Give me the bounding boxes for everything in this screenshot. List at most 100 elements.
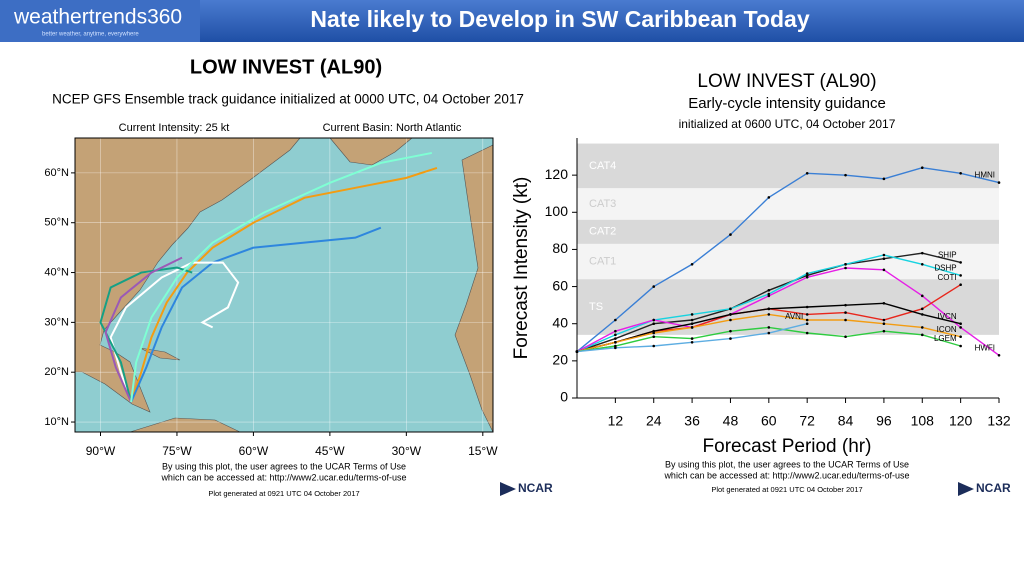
y-tick-label: 60°N: [44, 167, 69, 179]
point: [882, 301, 886, 305]
note: Plot generated at 0921 UTC 04 October 20…: [208, 489, 359, 498]
point: [920, 251, 924, 255]
point: [690, 313, 694, 316]
point: [920, 313, 924, 316]
x-tick-label: 48: [723, 413, 739, 429]
point: [920, 294, 924, 298]
series-label: COTI: [938, 273, 957, 282]
y-tick-label: 50°N: [44, 217, 69, 229]
chart-subtitle: initialized at 0600 UTC, 04 October 2017: [679, 117, 896, 131]
point: [805, 318, 809, 322]
point: [920, 166, 924, 170]
point: [767, 331, 771, 335]
point: [614, 344, 617, 348]
band-label: CAT4: [589, 160, 616, 172]
series-line: [576, 267, 1000, 356]
point: [690, 322, 694, 326]
point: [959, 283, 962, 287]
category-band: [577, 188, 999, 220]
point: [844, 318, 847, 322]
point: [614, 329, 617, 333]
x-tick-label: 75°W: [162, 444, 192, 458]
point: [729, 233, 732, 236]
point: [690, 340, 694, 344]
x-tick-label: 60°W: [239, 444, 269, 458]
point: [652, 331, 656, 335]
point: [882, 268, 886, 272]
point: [959, 335, 962, 339]
note: Plot generated at 0921 UTC 04 October 20…: [711, 485, 862, 494]
land: [74, 137, 301, 413]
tagline: better weather, anytime, everywhere: [42, 32, 139, 38]
y-tick-label: 120: [545, 166, 569, 182]
note: which can be accessed at: http://www2.uc…: [160, 472, 406, 482]
series-label: AVNI: [785, 312, 803, 321]
series-label: SHIP: [938, 251, 957, 260]
point: [652, 318, 656, 322]
point: [614, 318, 617, 322]
point: [767, 294, 771, 298]
land: [139, 347, 181, 361]
point: [805, 171, 809, 175]
point: [920, 307, 924, 311]
y-tick-label: 30°N: [44, 316, 69, 328]
logo-box: [0, 0, 200, 42]
x-tick-label: 30°W: [392, 444, 422, 458]
map-title: LOW INVEST (AL90): [190, 56, 382, 78]
point: [920, 262, 924, 266]
point: [614, 346, 617, 350]
point: [767, 307, 771, 311]
map-annotation: Current Basin: North Atlantic: [323, 122, 462, 134]
band-label: CAT3: [589, 198, 616, 210]
y-tick-label: 40°N: [44, 266, 69, 278]
point: [690, 326, 694, 329]
point: [805, 305, 809, 309]
series-label: HMNI: [975, 171, 995, 180]
map-subtitle: NCEP GFS Ensemble track guidance initial…: [52, 92, 524, 107]
point: [767, 326, 771, 329]
category-band: [577, 243, 999, 280]
point: [652, 329, 656, 333]
x-tick-label: 15°W: [468, 444, 498, 458]
point: [844, 335, 847, 339]
point: [844, 303, 847, 307]
track: [104, 256, 183, 403]
category-band: [577, 219, 999, 244]
map-annotation: Current Intensity: 25 kt: [119, 122, 230, 134]
point: [882, 329, 886, 333]
band-label: CAT1: [589, 255, 616, 267]
point: [882, 177, 886, 181]
x-tick-label: 120: [949, 413, 973, 429]
point: [959, 261, 962, 264]
point: [690, 318, 694, 322]
track: [130, 166, 438, 403]
point: [997, 353, 1001, 357]
point: [729, 318, 732, 322]
point: [882, 257, 886, 261]
point: [729, 337, 732, 340]
y-tick-label: 20: [552, 352, 568, 368]
x-tick-label: 90°W: [86, 444, 116, 458]
y-tick-label: 100: [545, 203, 569, 219]
y-tick-label: 40: [552, 314, 568, 330]
y-tick-label: 60: [552, 277, 568, 293]
series-label: IVCN: [938, 312, 957, 321]
ncar-mark: [500, 482, 516, 496]
point: [652, 285, 656, 288]
band-label: CAT2: [589, 226, 616, 238]
point: [652, 322, 656, 326]
point: [614, 337, 617, 340]
point: [805, 313, 809, 316]
x-tick-label: 96: [876, 413, 892, 429]
point: [767, 288, 771, 292]
x-tick-label: 72: [799, 413, 815, 429]
x-tick-label: 132: [987, 413, 1011, 429]
x-tick-label: 36: [684, 413, 700, 429]
point: [690, 337, 694, 340]
point: [729, 307, 732, 311]
series-label: LGEM: [934, 334, 957, 343]
y-axis-label: Forecast Intensity (kt): [511, 177, 532, 360]
point: [959, 171, 962, 175]
map-frame: [74, 137, 494, 433]
